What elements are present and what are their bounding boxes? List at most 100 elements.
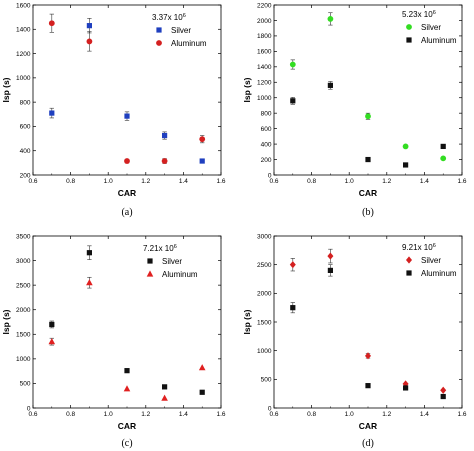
y-tick-label: 1000 [16,75,31,82]
legend-marker [406,24,412,30]
data-point [365,352,371,360]
x-tick-label: 1.2 [141,178,150,185]
plot-frame [32,235,222,409]
y-tick-label: 400 [261,141,272,148]
y-axis-label: Isp (s) [1,77,11,102]
series-1 [49,18,205,164]
y-tick-label: 600 [261,126,272,133]
x-axis-label: CAR [118,188,136,198]
annotation-label: 3.37x 106 [152,13,186,22]
data-point [327,82,333,88]
y-tick-label: 800 [261,110,272,117]
data-point [327,252,334,260]
x-tick-label: 1.4 [420,178,429,185]
data-point [290,305,296,311]
data-point [161,394,168,401]
y-tick-label: 500 [261,377,272,384]
x-tick-label: 1.2 [382,178,391,185]
data-point [162,132,168,139]
legend-label: Silver [421,23,441,32]
y-tick-label: 400 [20,148,31,155]
x-axis-label: CAR [359,188,377,198]
y-tick-label: 1400 [257,64,272,71]
data-point [403,385,409,391]
legend-label: Aluminum [421,269,457,278]
y-tick-label: 200 [20,172,31,179]
data-point [440,386,447,394]
y-tick-label: 1500 [257,319,272,326]
y-tick-label: 200 [261,157,272,164]
data-point [289,61,296,68]
y-axis-label: Isp (s) [1,309,11,334]
y-tick-label: 3500 [16,233,31,240]
chart-panel-3: 0.6 0.8 1.0 1.2 1.4 1.6 0 500 1000 1500 2000 2500 30… [1,233,226,449]
x-tick-label: 0.8 [66,411,75,418]
chart-panel-2: 0.6 0.8 1.0 1.2 1.4 1.6 0 200 400 600 800 1000 1200 1… [242,2,467,218]
y-tick-label: 1200 [16,51,31,58]
x-tick-label: 1.4 [420,411,429,418]
y-tick-label: 3000 [16,258,31,265]
y-tick-label: 800 [20,99,31,106]
data-point [365,113,371,120]
data-point [86,23,92,29]
y-tick-label: 0 [268,172,272,179]
data-point [327,267,333,273]
series-1 [49,245,205,395]
data-point [161,158,168,164]
y-tick-label: 2000 [16,307,31,314]
y-tick-label: 500 [20,381,31,388]
x-tick-label: 0.6 [269,411,278,418]
data-point [86,38,93,45]
data-point [327,16,334,22]
y-tick-label: 600 [20,124,31,131]
x-tick-label: 1.0 [104,411,113,418]
x-tick-label: 0.6 [269,178,278,185]
series-1 [289,12,447,162]
legend-marker [406,37,412,43]
data-point [124,158,130,164]
legend-marker [406,256,412,264]
y-tick-label: 3000 [257,233,272,240]
y-tick-label: 2200 [257,2,272,9]
annotation-label: 9.21x 106 [402,243,436,252]
y-tick-label: 1800 [257,33,272,40]
series-2 [48,276,206,401]
annotation-label: 5.23x 106 [402,10,436,19]
data-point [123,385,131,392]
x-tick-label: 1.4 [179,411,188,418]
annotation-exponent: 6 [183,13,186,19]
x-tick-label: 1.6 [457,411,466,418]
annotation-base: 3.37x 10 [152,13,183,22]
legend-label: Aluminum [171,39,207,48]
x-tick-label: 0.6 [28,178,37,185]
data-point [124,368,130,374]
y-tick-label: 1600 [257,49,272,56]
x-tick-label: 1.6 [216,178,225,185]
legend-label: Aluminum [421,36,457,45]
x-tick-label: 1.6 [216,411,225,418]
data-point [86,250,92,256]
panel-caption: (a) [121,207,132,218]
y-axis-label: Isp (s) [242,77,252,102]
data-point [199,158,205,164]
x-tick-label: 1.0 [104,178,113,185]
y-tick-label: 2000 [257,291,272,298]
x-axis-label: CAR [359,421,377,431]
data-point [199,136,206,143]
data-point [199,389,205,395]
y-tick-label: 0 [27,405,31,412]
plot-frame [32,4,222,176]
y-tick-label: 1000 [16,356,31,363]
x-tick-label: 1.2 [141,411,150,418]
data-point [365,383,371,389]
data-point [440,393,446,400]
x-tick-label: 1.4 [179,178,188,185]
data-point [48,20,55,27]
x-tick-label: 0.6 [28,411,37,418]
series-2 [290,81,446,168]
x-tick-label: 0.8 [66,178,75,185]
annotation-exponent: 6 [433,243,436,249]
data-point [289,261,296,269]
x-tick-label: 1.6 [457,178,466,185]
